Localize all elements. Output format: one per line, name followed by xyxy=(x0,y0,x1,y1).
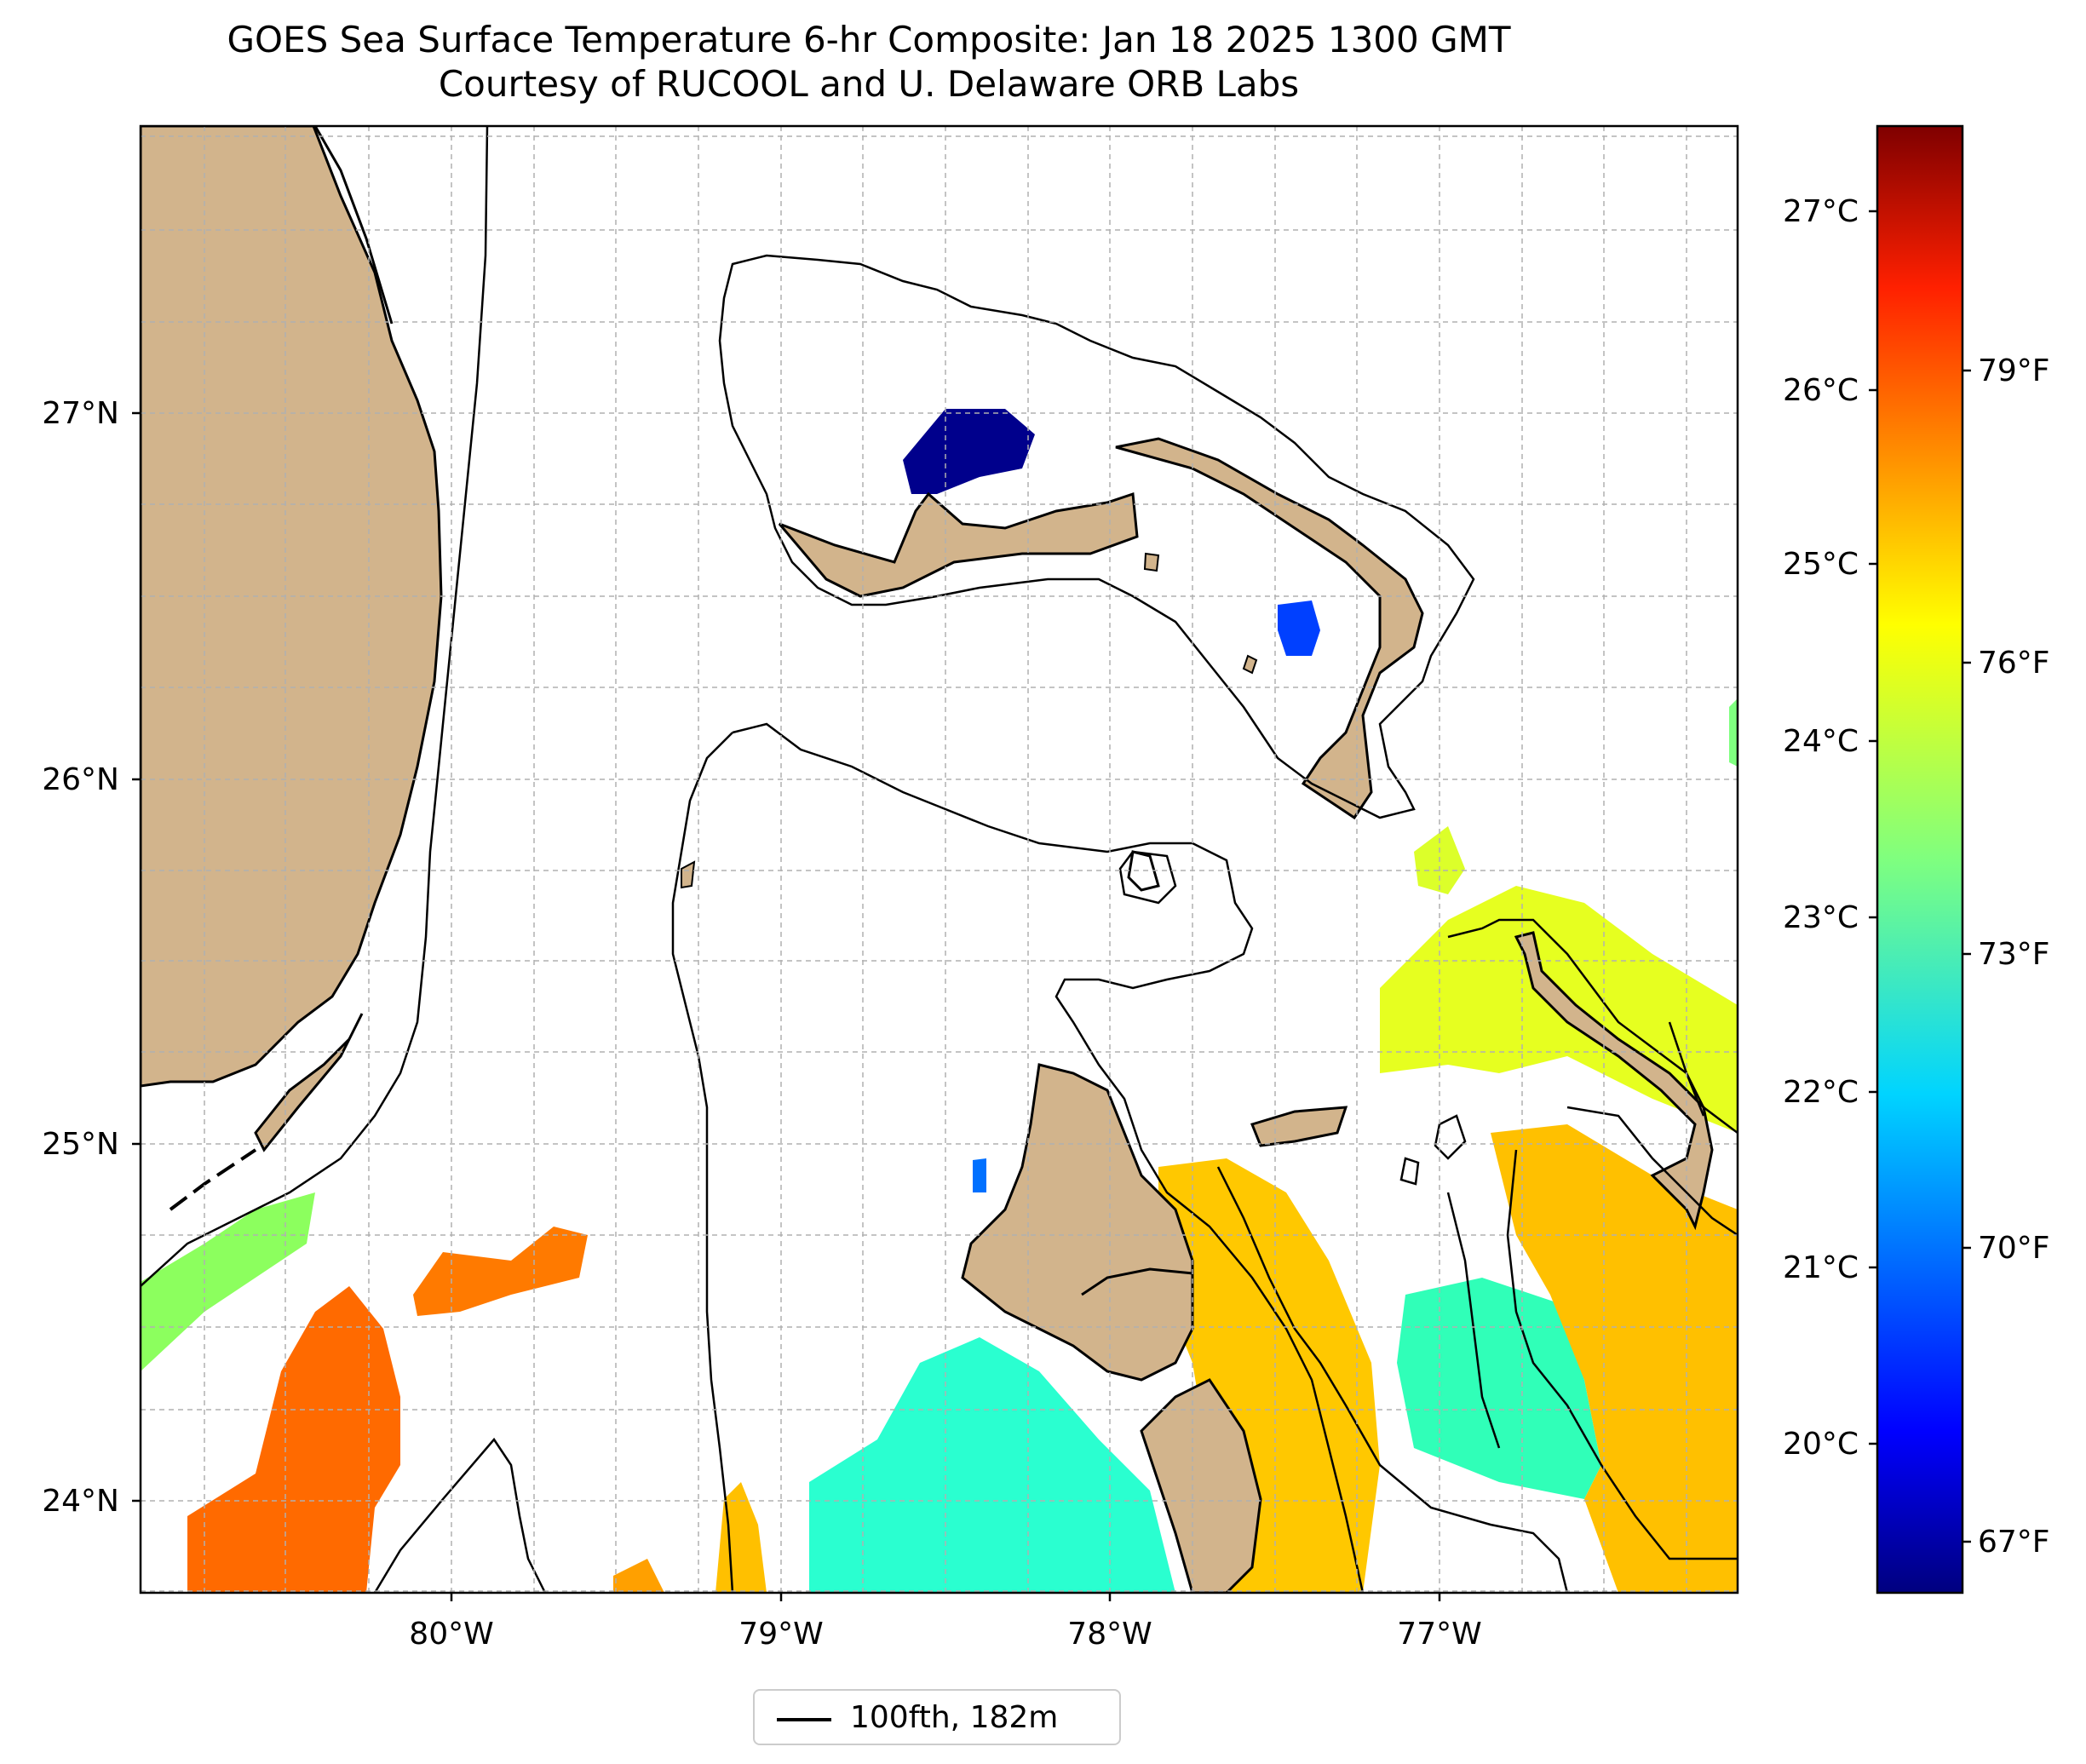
sst-patch-teal-east xyxy=(1397,1278,1601,1499)
sst-patch-green-west xyxy=(141,1192,315,1371)
celsius-tick-label: 20°C xyxy=(1783,1427,1859,1462)
celsius-tick-label: 22°C xyxy=(1783,1075,1859,1110)
celsius-tick-label: 26°C xyxy=(1783,373,1859,408)
land-new-providence xyxy=(1250,1106,1348,1147)
lat-tick-labels: 27°N 26°N 25°N 24°N xyxy=(42,396,119,1519)
andros-divide xyxy=(1081,1267,1193,1296)
sst-patch-orange-south-mid xyxy=(613,1559,664,1593)
legend-label: 100fth, 182m xyxy=(850,1700,1059,1735)
colorbar: 27°C 26°C 25°C 24°C 23°C 22°C 21°C 20°C … xyxy=(1783,124,2050,1594)
lon-tick-label: 80°W xyxy=(409,1617,493,1652)
fahrenheit-tick-label: 67°F xyxy=(1978,1525,2050,1560)
land-florida xyxy=(141,126,443,1088)
lat-tick-label: 25°N xyxy=(42,1127,119,1162)
celsius-tick-label: 27°C xyxy=(1783,194,1859,229)
land-abaco xyxy=(1115,437,1424,820)
lat-tick-label: 26°N xyxy=(42,762,119,797)
land-florida-keys xyxy=(254,1013,364,1152)
legend: 100fth, 182m xyxy=(753,1689,1121,1745)
lat-tick-label: 27°N xyxy=(42,396,119,431)
sst-patch-green-edge xyxy=(1729,698,1738,767)
fahrenheit-tick-label: 79°F xyxy=(1978,353,2050,388)
fahrenheit-tick-label: 70°F xyxy=(1978,1231,2050,1266)
lon-tick-label: 78°W xyxy=(1067,1617,1152,1652)
lon-tick-label: 79°W xyxy=(738,1617,823,1652)
map-title: GOES Sea Surface Temperature 6-hr Compos… xyxy=(227,19,1511,60)
celsius-tick-label: 25°C xyxy=(1783,547,1859,582)
land-andros-south xyxy=(1140,1378,1262,1593)
land-bimini xyxy=(681,860,696,889)
sst-patch-blue-small xyxy=(973,1158,986,1192)
fahrenheit-tick-label: 76°F xyxy=(1978,646,2050,681)
lon-tick-label: 77°W xyxy=(1397,1617,1481,1652)
lat-tick-label: 24°N xyxy=(42,1484,119,1519)
gridlines xyxy=(141,126,1738,1593)
celsius-tick-label: 24°C xyxy=(1783,724,1859,759)
axis-ticks xyxy=(132,411,1441,1601)
sst-patch-blue xyxy=(1278,600,1320,656)
sst-patch-navy xyxy=(903,409,1035,494)
map-plot-area xyxy=(141,126,1738,1593)
legend-line-swatch xyxy=(777,1718,831,1721)
sst-patch-orange-strip xyxy=(413,1227,588,1316)
land-small-cay-2 xyxy=(1242,654,1258,675)
sst-patch-cyan-central xyxy=(809,1337,1175,1593)
land-berry-islands xyxy=(1127,850,1160,892)
sst-patches xyxy=(141,409,1738,1593)
sst-patch-orange-channel xyxy=(715,1482,767,1593)
celsius-tick-label: 21°C xyxy=(1783,1250,1859,1285)
map-subtitle: Courtesy of RUCOOL and U. Delaware ORB L… xyxy=(438,63,1300,105)
land-eleuthera xyxy=(1514,931,1714,1231)
colorbar-gradient xyxy=(1876,124,1964,1594)
florida-keys-chain xyxy=(169,1148,257,1211)
sst-patch-yellow-east xyxy=(1491,1124,1738,1593)
land-small-cay xyxy=(1143,552,1160,572)
land-andros xyxy=(961,1063,1194,1382)
land-grand-bahama xyxy=(778,491,1139,598)
plot-frame xyxy=(139,124,1739,1594)
celsius-tick-label: 23°C xyxy=(1783,900,1859,935)
fahrenheit-tick-label: 73°F xyxy=(1978,937,2050,972)
sst-patch-warm-southwest xyxy=(187,1286,400,1593)
florida-barrier-island xyxy=(313,126,394,325)
lon-tick-labels: 80°W 79°W 78°W 77°W xyxy=(409,1617,1481,1652)
